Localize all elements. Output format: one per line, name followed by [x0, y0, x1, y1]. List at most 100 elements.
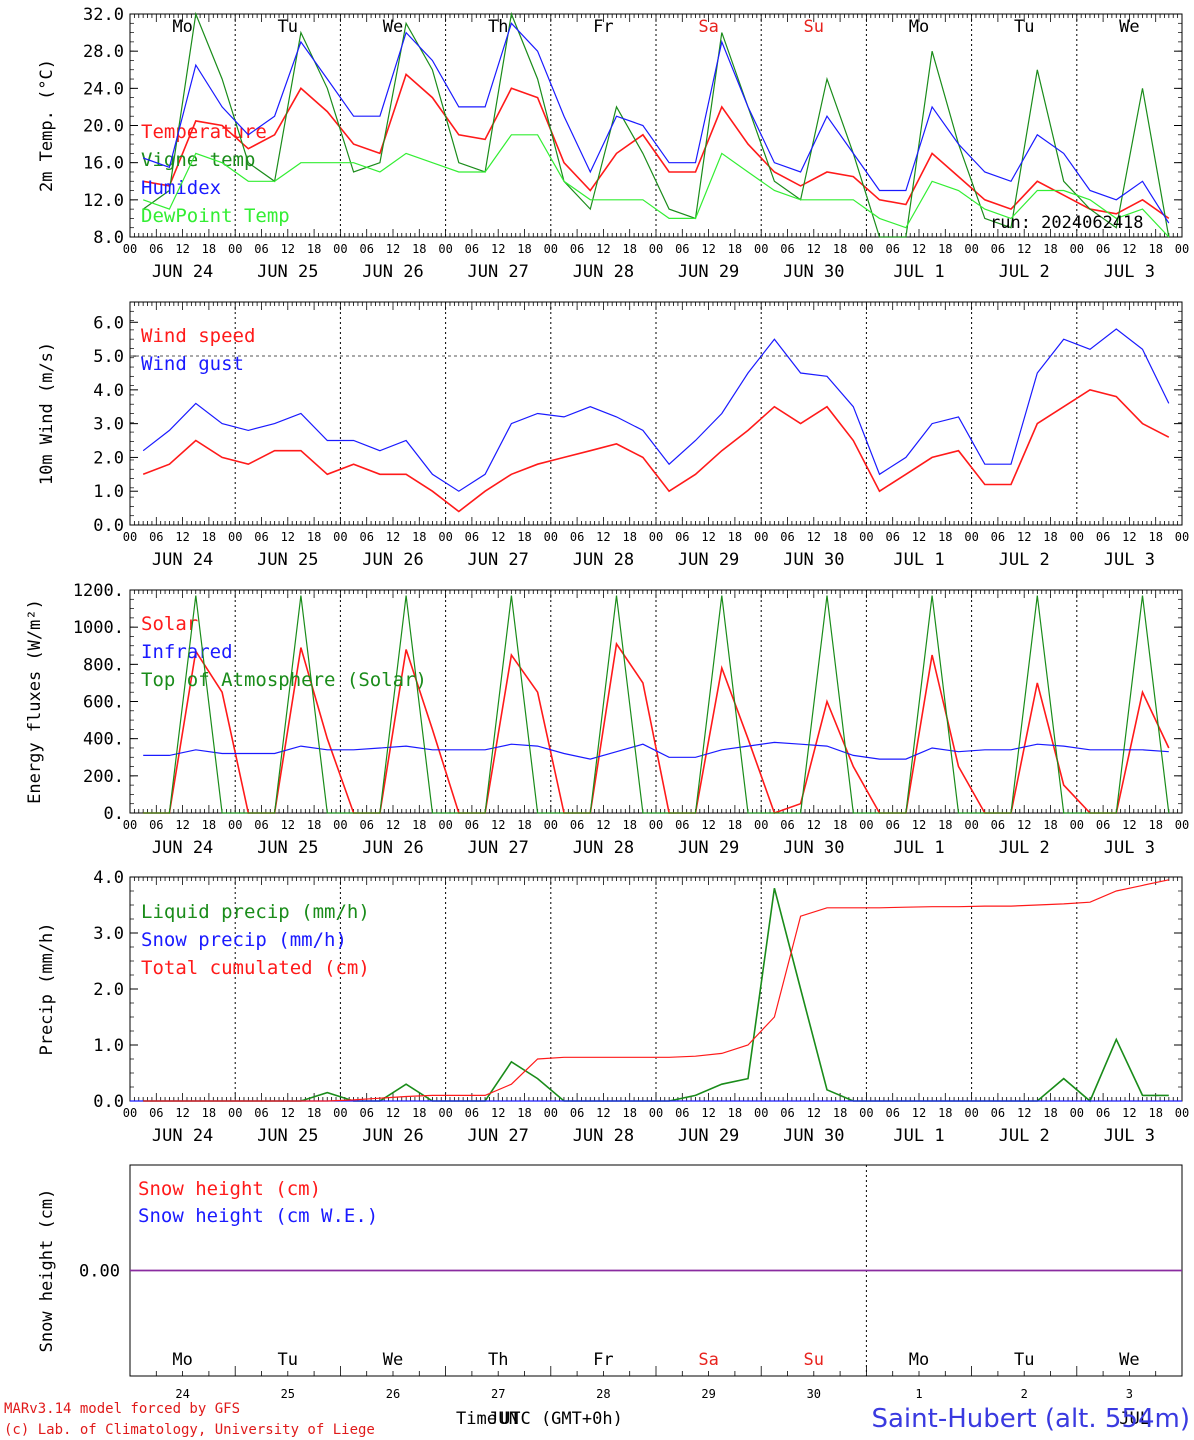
hour-tick-label: 18	[1148, 1106, 1162, 1120]
hour-tick-label: 18	[622, 242, 636, 256]
hour-tick-label: 00	[123, 530, 137, 544]
hour-tick-label: 06	[885, 242, 899, 256]
y-tick-label: 8.0	[93, 228, 124, 248]
hour-tick-label: 00	[544, 1106, 558, 1120]
date-label: JUN 26	[362, 550, 423, 570]
date-label: JUL 2	[999, 550, 1050, 570]
hour-tick-label: 12	[596, 530, 610, 544]
y-tick-label: 28.0	[83, 42, 124, 62]
legend-entry: Temperature	[141, 121, 267, 143]
date-label: JUL 1	[893, 550, 944, 570]
date-label: JUL 2	[999, 838, 1050, 858]
hour-tick-label: 18	[728, 818, 742, 832]
date-label: JUN 24	[152, 838, 213, 858]
hour-tick-label: 06	[780, 818, 794, 832]
hour-tick-label: 06	[149, 1106, 163, 1120]
hour-tick-label: 06	[254, 530, 268, 544]
hour-tick-label: 00	[544, 242, 558, 256]
legend-entry: Infrared	[141, 641, 233, 663]
y-tick-label: 3.0	[93, 924, 124, 944]
hour-tick-label: 18	[1043, 818, 1057, 832]
hour-tick-label: 12	[1122, 530, 1136, 544]
hour-tick-label: 12	[281, 818, 295, 832]
hour-tick-label: 00	[438, 1106, 452, 1120]
series-line	[142, 22, 1170, 224]
weekday-label: Mo	[172, 17, 192, 37]
date-label: JUN 28	[573, 1126, 634, 1146]
hour-tick-label: 12	[491, 242, 505, 256]
hour-tick-label: 06	[1096, 242, 1110, 256]
date-label: JUL 3	[1104, 550, 1155, 570]
hour-tick-label: 18	[412, 1106, 426, 1120]
hour-tick-label: 12	[281, 242, 295, 256]
date-label: JUN 28	[573, 838, 634, 858]
hour-tick-label: 18	[1043, 242, 1057, 256]
hour-tick-label: 00	[964, 818, 978, 832]
date-label: JUL 1	[893, 838, 944, 858]
hour-tick-label: 12	[175, 530, 189, 544]
hour-tick-label: 00	[228, 242, 242, 256]
hour-tick-label: 00	[1070, 530, 1084, 544]
station-name: Saint-Hubert (alt. 554m)	[871, 1404, 1190, 1434]
weekday-label: Mo	[909, 17, 929, 37]
hour-tick-label: 06	[465, 530, 479, 544]
hour-tick-label: 06	[254, 242, 268, 256]
hour-tick-label: 12	[701, 818, 715, 832]
date-label: JUN 28	[573, 262, 634, 282]
hour-tick-label: 18	[1043, 530, 1057, 544]
hour-tick-label: 18	[307, 1106, 321, 1120]
hour-tick-label: 12	[701, 242, 715, 256]
hour-tick-label: 12	[596, 818, 610, 832]
hour-tick-label: 18	[202, 818, 216, 832]
footer-lab: (c) Lab. of Climatology, University of L…	[4, 1422, 375, 1438]
hour-tick-label: 06	[254, 1106, 268, 1120]
hour-tick-label: 18	[307, 818, 321, 832]
y-axis-label: Snow height (cm)	[37, 1189, 57, 1353]
y-tick-label: 5.0	[93, 347, 124, 367]
hour-tick-label: 18	[517, 1106, 531, 1120]
legend-entry: Vigne temp	[141, 149, 255, 171]
hour-tick-label: 18	[938, 818, 952, 832]
legend-entry: Wind speed	[141, 325, 255, 347]
legend-entry: Wind gust	[141, 353, 244, 375]
legend-entry: Humidex	[141, 177, 221, 199]
day-number-label: 1	[915, 1387, 922, 1401]
date-label: JUN 27	[467, 550, 528, 570]
hour-tick-label: 00	[754, 530, 768, 544]
weekday-label: We	[383, 17, 403, 37]
series-line	[142, 134, 1170, 238]
hour-tick-label: 06	[885, 530, 899, 544]
hour-tick-label: 00	[333, 818, 347, 832]
hour-tick-label: 12	[386, 1106, 400, 1120]
hour-tick-label: 12	[1122, 242, 1136, 256]
y-tick-label: 0.0	[93, 516, 124, 536]
hour-tick-label: 00	[964, 1106, 978, 1120]
hour-tick-label: 18	[307, 242, 321, 256]
hour-tick-label: 12	[912, 530, 926, 544]
weekday-label: Su	[804, 17, 824, 37]
hour-tick-label: 06	[570, 242, 584, 256]
hour-tick-label: 06	[991, 1106, 1005, 1120]
date-label: JUN 25	[257, 838, 318, 858]
day-number-label: 2	[1021, 1387, 1028, 1401]
date-label: JUN 28	[573, 550, 634, 570]
hour-tick-label: 18	[833, 818, 847, 832]
hour-tick-label: 12	[175, 818, 189, 832]
legend-entry: Snow height (cm)	[138, 1178, 321, 1200]
xaxis-label-time: Time	[456, 1409, 497, 1429]
hour-tick-label: 00	[754, 818, 768, 832]
hour-tick-label: 18	[833, 1106, 847, 1120]
date-label: JUN 29	[678, 838, 739, 858]
weekday-label: Fr	[593, 1350, 613, 1370]
y-tick-label: 20.0	[83, 117, 124, 137]
y-tick-label: 1.0	[93, 1036, 124, 1056]
date-label: JUN 24	[152, 550, 213, 570]
series-line	[143, 741, 1169, 760]
hour-tick-label: 06	[675, 242, 689, 256]
date-label: JUN 30	[783, 838, 844, 858]
hour-tick-label: 18	[202, 1106, 216, 1120]
hour-tick-label: 00	[228, 530, 242, 544]
hour-tick-label: 00	[333, 530, 347, 544]
hour-tick-label: 00	[859, 818, 873, 832]
hour-tick-label: 06	[1096, 1106, 1110, 1120]
